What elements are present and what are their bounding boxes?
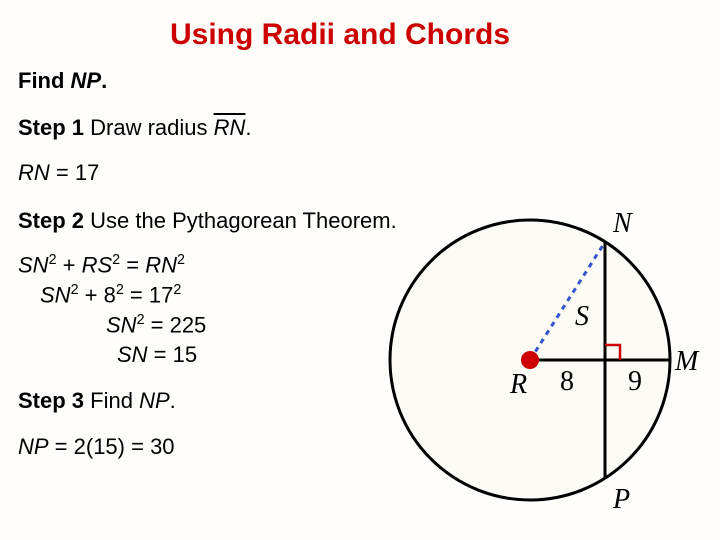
step3-textB: .	[170, 388, 176, 413]
find-prefix: Find	[18, 68, 71, 93]
eq4-eq: = 15	[148, 342, 198, 367]
eq2-eq: = 17	[124, 282, 174, 307]
step2-label: Step 2	[18, 208, 84, 233]
step3-label: Step 3	[18, 388, 84, 413]
eq2-p1: 2	[71, 282, 79, 298]
step2-text: Use the Pythagorean Theorem.	[84, 208, 397, 233]
find-line: Find NP.	[18, 68, 107, 94]
label-P: P	[612, 484, 630, 515]
label-R: R	[509, 369, 527, 400]
step1-textB: .	[245, 115, 251, 140]
eq1-p1: 2	[49, 252, 57, 268]
rn-eq: RN = 17	[18, 160, 99, 186]
eq4: SN = 15	[117, 342, 197, 368]
find-suffix: .	[101, 68, 107, 93]
find-var: NP	[71, 68, 102, 93]
eq3-a: SN	[106, 312, 137, 337]
step3-var: NP	[139, 388, 170, 413]
step1-line: Step 1 Draw radius RN.	[18, 115, 252, 141]
eq1-eq: =	[120, 252, 145, 277]
eq2-p3: 2	[173, 282, 181, 298]
step1-label: Step 1	[18, 115, 84, 140]
final-lhs: NP	[18, 434, 49, 459]
label-S: S	[575, 301, 589, 332]
eq1-c: RN	[145, 252, 177, 277]
step1-seg: RN	[214, 115, 246, 140]
step3-line: Step 3 Find NP.	[18, 388, 176, 414]
eq2-a: SN	[40, 282, 71, 307]
eq2-mid: + 8	[79, 282, 116, 307]
eq3-eq: = 225	[145, 312, 207, 337]
final-line: NP = 2(15) = 30	[18, 434, 175, 460]
slide-title: Using Radii and Chords	[170, 18, 510, 52]
step2-line: Step 2 Use the Pythagorean Theorem.	[18, 208, 397, 234]
label-M: M	[674, 346, 700, 377]
eq1-mid: +	[57, 252, 82, 277]
eq1-p2: 2	[112, 252, 120, 268]
eq1-p3: 2	[177, 252, 185, 268]
eq1-b: RS	[82, 252, 113, 277]
step1-textA: Draw radius	[84, 115, 214, 140]
diagram-center	[521, 351, 539, 369]
eq4-a: SN	[117, 342, 148, 367]
eq3-p1: 2	[137, 312, 145, 328]
eq2: SN2 + 82 = 172	[40, 282, 181, 308]
eq3: SN2 = 225	[106, 312, 206, 338]
rn-rhs: = 17	[50, 160, 100, 185]
circle-diagram: N M P R S 8 9	[370, 205, 700, 515]
step3-textA: Find	[84, 388, 139, 413]
eq1: SN2 + RS2 = RN2	[18, 252, 185, 278]
label-8: 8	[560, 366, 574, 397]
label-N: N	[612, 208, 633, 239]
label-9: 9	[628, 366, 642, 397]
eq2-p2: 2	[116, 282, 124, 298]
eq1-a: SN	[18, 252, 49, 277]
rn-lhs: RN	[18, 160, 50, 185]
final-rhs: = 2(15) = 30	[49, 434, 175, 459]
